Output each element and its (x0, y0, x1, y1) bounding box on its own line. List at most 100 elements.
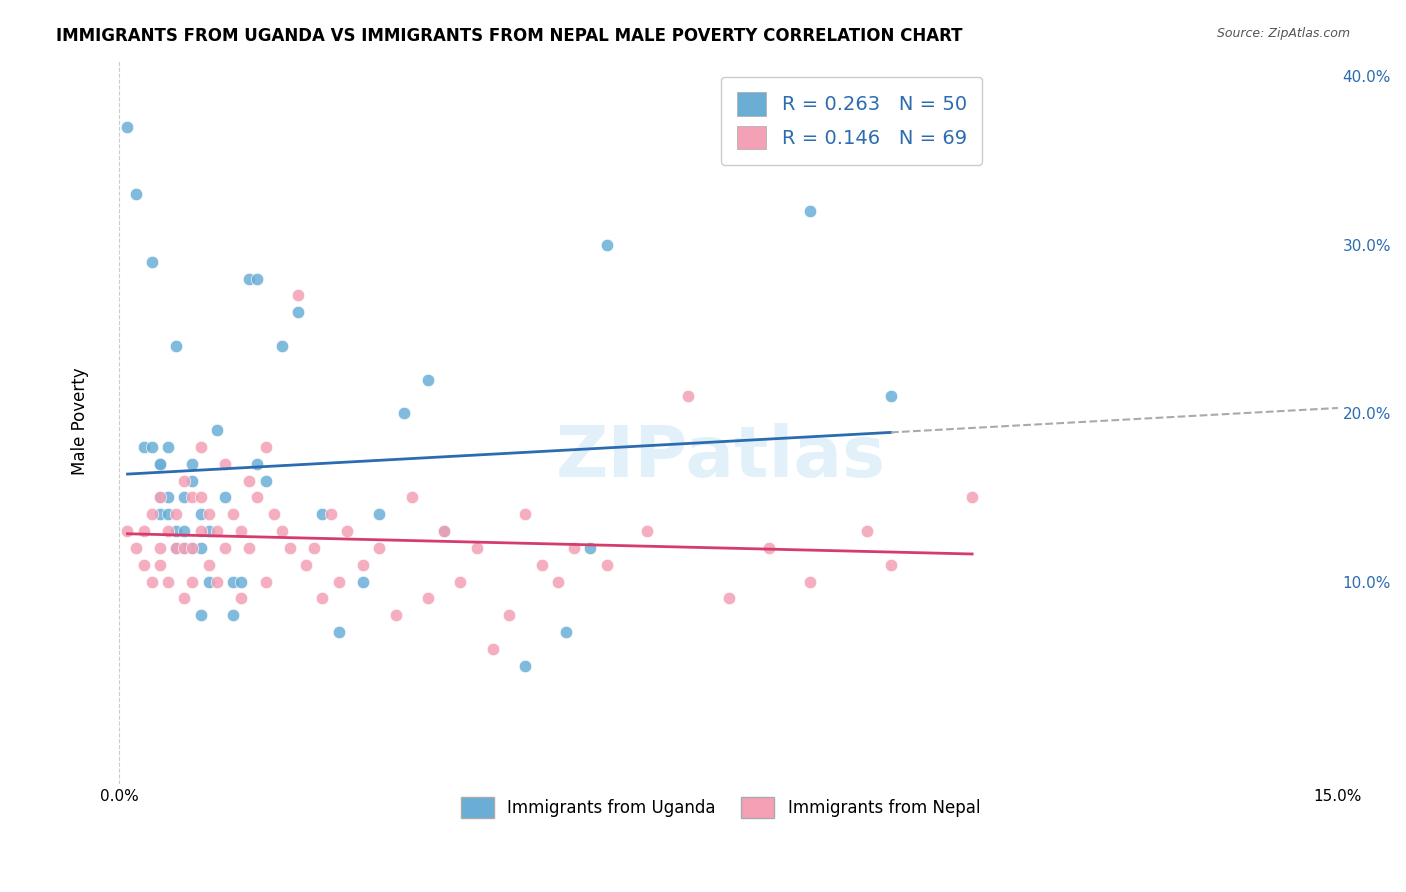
Point (157, 491, 180, 505)
Point (149, 491, 172, 505)
Point (238, 474, 260, 488)
Point (205, 574, 228, 589)
Point (181, 491, 204, 505)
Point (157, 508, 180, 522)
Point (855, 524, 877, 538)
Point (336, 524, 359, 538)
Point (799, 204, 821, 219)
Point (173, 491, 195, 505)
Point (304, 541, 326, 555)
Point (498, 608, 520, 623)
Point (149, 457, 172, 471)
Point (197, 558, 219, 572)
Point (181, 574, 204, 589)
Point (231, 591, 253, 606)
Point (384, 608, 406, 623)
Point (880, 389, 903, 403)
Point (717, 591, 740, 606)
Point (311, 508, 333, 522)
Point (433, 524, 456, 538)
Point (676, 389, 699, 403)
Point (595, 558, 617, 572)
Point (758, 541, 780, 555)
Text: ZIPatlas: ZIPatlas (555, 424, 886, 492)
Point (190, 440, 212, 454)
Point (149, 541, 172, 555)
Point (214, 457, 236, 471)
Point (124, 187, 146, 202)
Point (117, 524, 139, 538)
Point (132, 440, 155, 454)
Point (416, 591, 439, 606)
Point (181, 457, 204, 471)
Point (636, 524, 658, 538)
Legend: Immigrants from Uganda, Immigrants from Nepal: Immigrants from Uganda, Immigrants from … (453, 789, 988, 826)
Point (579, 541, 602, 555)
Point (214, 491, 236, 505)
Point (132, 558, 155, 572)
Text: Source: ZipAtlas.com: Source: ZipAtlas.com (1216, 27, 1350, 40)
Point (799, 574, 821, 589)
Point (254, 574, 277, 589)
Point (352, 574, 374, 589)
Point (368, 541, 391, 555)
Point (149, 491, 172, 505)
Point (433, 524, 456, 538)
Point (263, 508, 285, 522)
Point (165, 339, 187, 353)
Point (246, 271, 269, 285)
Point (117, 120, 139, 134)
Point (165, 541, 187, 555)
Point (173, 541, 195, 555)
Point (562, 541, 585, 555)
Point (465, 541, 488, 555)
Point (401, 491, 423, 505)
Point (173, 524, 195, 538)
Point (157, 440, 180, 454)
Point (392, 406, 415, 420)
Point (231, 574, 253, 589)
Point (149, 457, 172, 471)
Point (165, 541, 187, 555)
Point (141, 254, 163, 268)
Point (197, 524, 219, 538)
Point (238, 271, 260, 285)
Point (173, 474, 195, 488)
Point (190, 491, 212, 505)
Point (124, 541, 146, 555)
Point (352, 558, 374, 572)
Point (530, 558, 553, 572)
Point (238, 541, 260, 555)
Point (141, 440, 163, 454)
Point (190, 524, 212, 538)
Point (368, 508, 391, 522)
Point (141, 508, 163, 522)
Point (205, 423, 228, 437)
Point (165, 524, 187, 538)
Point (181, 474, 204, 488)
Point (254, 474, 277, 488)
Point (270, 524, 292, 538)
Point (295, 558, 318, 572)
Point (515, 508, 537, 522)
Point (311, 591, 333, 606)
Point (547, 574, 569, 589)
Point (880, 558, 903, 572)
Point (222, 508, 245, 522)
Point (165, 508, 187, 522)
Point (222, 574, 245, 589)
Point (190, 541, 212, 555)
Point (254, 440, 277, 454)
Point (287, 305, 309, 319)
Y-axis label: Male Poverty: Male Poverty (72, 368, 89, 475)
Point (214, 541, 236, 555)
Point (190, 608, 212, 623)
Point (450, 574, 472, 589)
Point (190, 508, 212, 522)
Point (416, 373, 439, 387)
Point (149, 508, 172, 522)
Point (157, 524, 180, 538)
Point (482, 642, 505, 657)
Point (319, 508, 342, 522)
Point (960, 491, 983, 505)
